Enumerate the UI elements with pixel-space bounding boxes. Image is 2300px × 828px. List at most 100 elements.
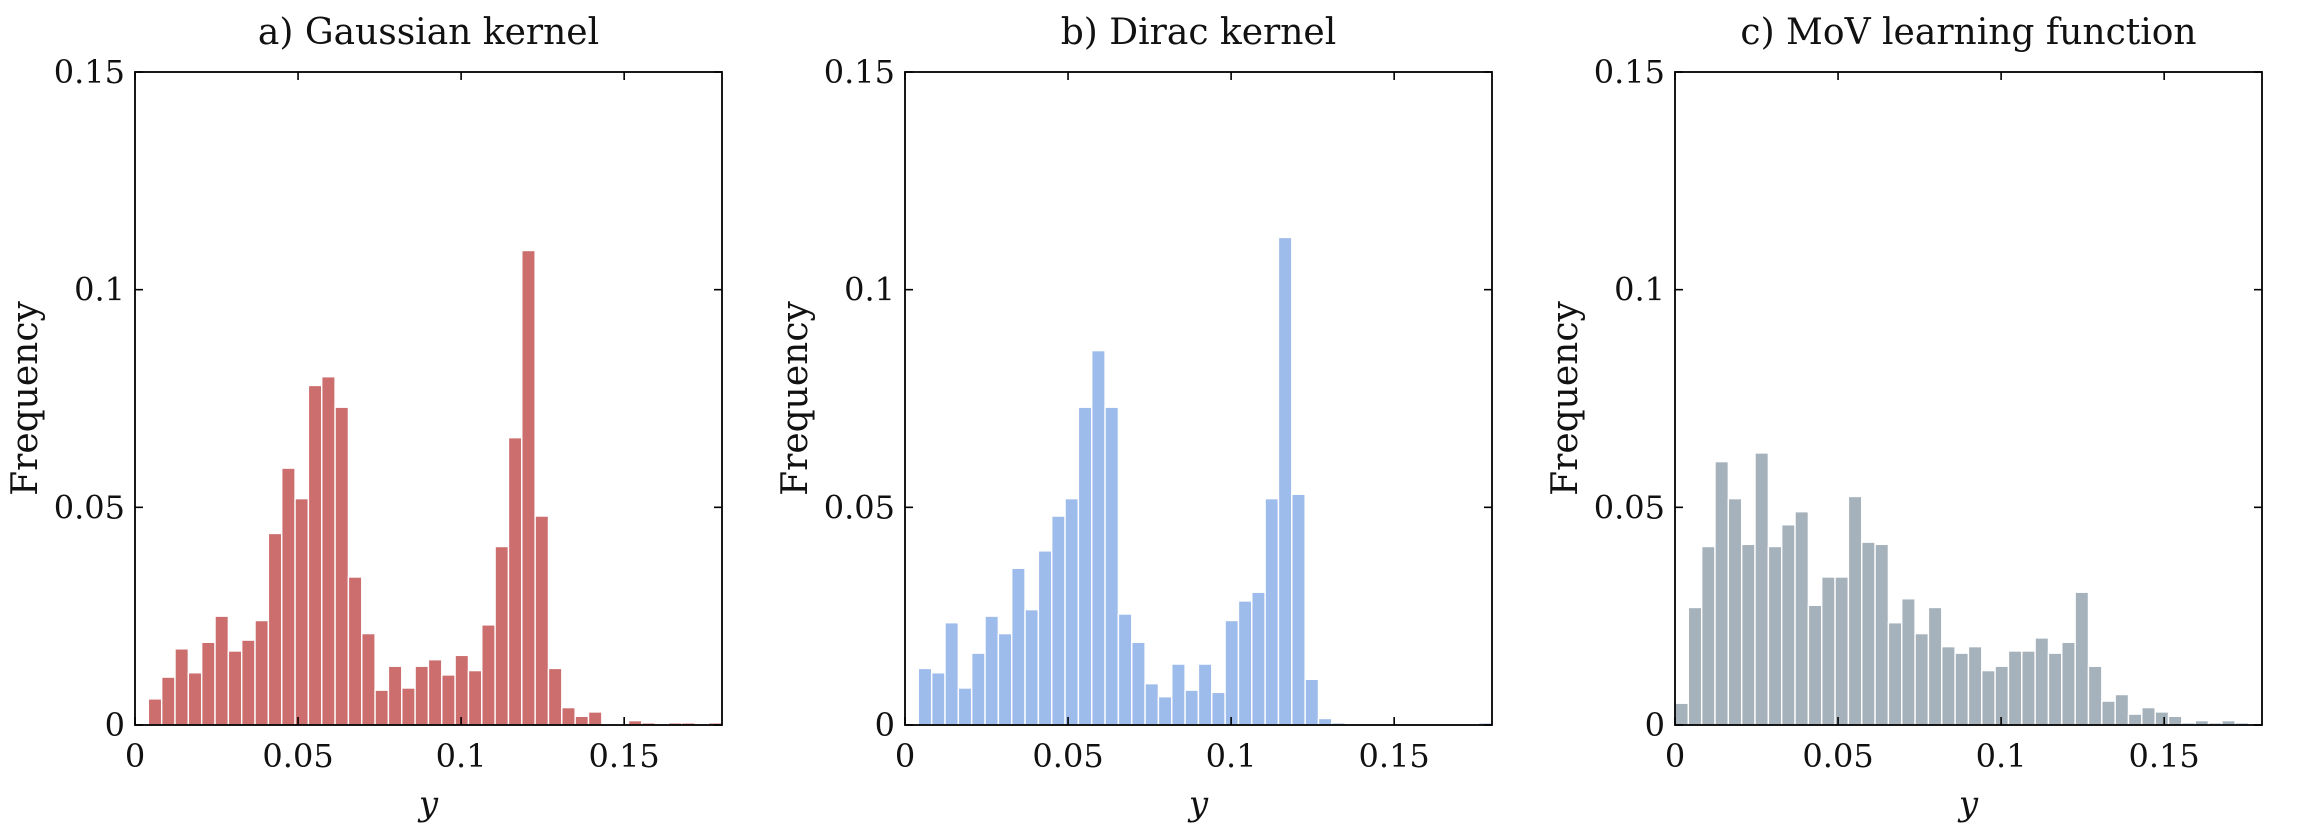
panel-a: 0 0.05 0.1 0.15 0 0.05 0.1 0.15 a) Gaussian kern… (5, 12, 723, 824)
histogram-bar (240, 639, 256, 726)
histogram-bar (1171, 663, 1186, 726)
histogram-bar (587, 711, 603, 726)
histogram-bar (561, 706, 576, 726)
histogram-bar (1740, 543, 1756, 726)
histogram-bar (1834, 576, 1850, 726)
histogram-bar (1291, 493, 1306, 726)
y-tick-label: 0 (1645, 706, 1665, 744)
bar-series (1674, 452, 2250, 726)
histogram-bar (1064, 497, 1080, 726)
histogram-bar (214, 615, 230, 726)
histogram-bar (1994, 665, 2010, 726)
histogram-bar (2127, 713, 2143, 726)
histogram-bar (2047, 652, 2063, 726)
y-tick-label: 0.05 (1594, 488, 1665, 526)
y-tick-label: 0.1 (844, 271, 895, 309)
histogram-bar (334, 406, 350, 726)
y-tick-label: 0.05 (54, 488, 125, 526)
histogram-bar (1051, 515, 1066, 726)
histogram-bar (1117, 613, 1133, 726)
histogram-bar (1727, 497, 1743, 726)
y-tick-label: 0.15 (1594, 53, 1665, 91)
y-axis-label: Frequency (1545, 300, 1586, 495)
histogram-bar (374, 689, 390, 726)
x-tick-label: 0 (895, 737, 915, 775)
histogram-bar (957, 687, 973, 726)
histogram-bar (970, 652, 986, 726)
histogram-bar (1967, 645, 1983, 726)
histogram-bar (294, 497, 310, 726)
histogram-bar (2007, 650, 2023, 726)
histogram-bar (454, 654, 470, 726)
x-tick-label: 0.15 (1359, 737, 1430, 775)
y-tick-label: 0.1 (74, 271, 125, 309)
histogram-bar (1131, 641, 1146, 726)
histogram-bar (1251, 591, 1266, 726)
histogram-bar (441, 674, 456, 726)
histogram-bar (1780, 524, 1796, 726)
histogram-bar (1927, 606, 1943, 726)
histogram-bar (547, 667, 563, 726)
panel-b: 0 0.05 0.1 0.15 0 0.05 0.1 0.15 b) Dirac kernel y… (775, 12, 1493, 824)
histogram-bar (1914, 632, 1930, 726)
x-axis-label: y (417, 784, 439, 823)
y-tick-label: 0.15 (824, 53, 895, 91)
histogram-bar (281, 467, 296, 726)
histogram-bar (521, 249, 536, 726)
histogram-bar (1714, 460, 1730, 726)
histogram-bar (1077, 406, 1093, 726)
chart-title: c) MoV learning function (1740, 12, 2196, 53)
histogram-bar (1184, 689, 1200, 726)
y-axis-label: Frequency (775, 300, 816, 495)
histogram-bar (2167, 715, 2183, 726)
y-tick-label: 0 (105, 706, 125, 744)
histogram-bar (2034, 637, 2050, 726)
histogram-bar (1211, 691, 1226, 726)
histogram-bar (1847, 495, 1863, 726)
y-tick-label: 0 (875, 706, 895, 744)
x-tick-label: 0.15 (589, 737, 660, 775)
histogram-bar (1011, 567, 1026, 726)
histogram-bar (1901, 598, 1916, 726)
histogram-bar (1091, 349, 1106, 726)
x-tick-label: 0.1 (1206, 737, 1257, 775)
histogram-bar (361, 632, 376, 726)
histogram-bar (930, 672, 946, 726)
histogram-bar (200, 641, 216, 726)
histogram-bar (917, 667, 933, 726)
histogram-bar (481, 624, 496, 726)
histogram-bar (1887, 622, 1903, 726)
histogram-bar (387, 665, 403, 726)
histogram-bar (1821, 576, 1836, 726)
histogram-bar (174, 648, 190, 726)
x-tick-label: 0 (125, 737, 145, 775)
histogram-bar (321, 376, 336, 726)
histogram-bar (1954, 652, 1970, 726)
histogram-bar (2061, 641, 2076, 726)
histogram-bar (1197, 663, 1213, 726)
histogram-bar (2154, 711, 2170, 726)
axes-box (904, 71, 1493, 726)
histogram-bar (307, 384, 323, 726)
histogram-bar (1037, 550, 1053, 726)
histogram-bar (254, 619, 270, 726)
histogram-bar (1861, 541, 1876, 726)
bar-series (917, 236, 1493, 726)
y-tick-label: 0.15 (54, 53, 125, 91)
x-tick-label: 0.1 (1976, 737, 2027, 775)
histogram-bar (997, 632, 1013, 726)
y-tick-label: 0.05 (824, 488, 895, 526)
y-tick-label: 0.1 (1614, 271, 1665, 309)
x-tick-label: 0.05 (262, 737, 333, 775)
histogram-bar (507, 436, 523, 726)
histogram-bar (147, 698, 163, 726)
x-tick-label: 0.05 (1802, 737, 1873, 775)
axes-box (1674, 71, 2263, 726)
x-tick-label: 0.15 (2129, 737, 2200, 775)
histogram-bar (2021, 650, 2036, 726)
histogram-bar (1981, 669, 1996, 726)
histogram-bar (2101, 700, 2116, 726)
histogram-bar (1807, 604, 1823, 726)
